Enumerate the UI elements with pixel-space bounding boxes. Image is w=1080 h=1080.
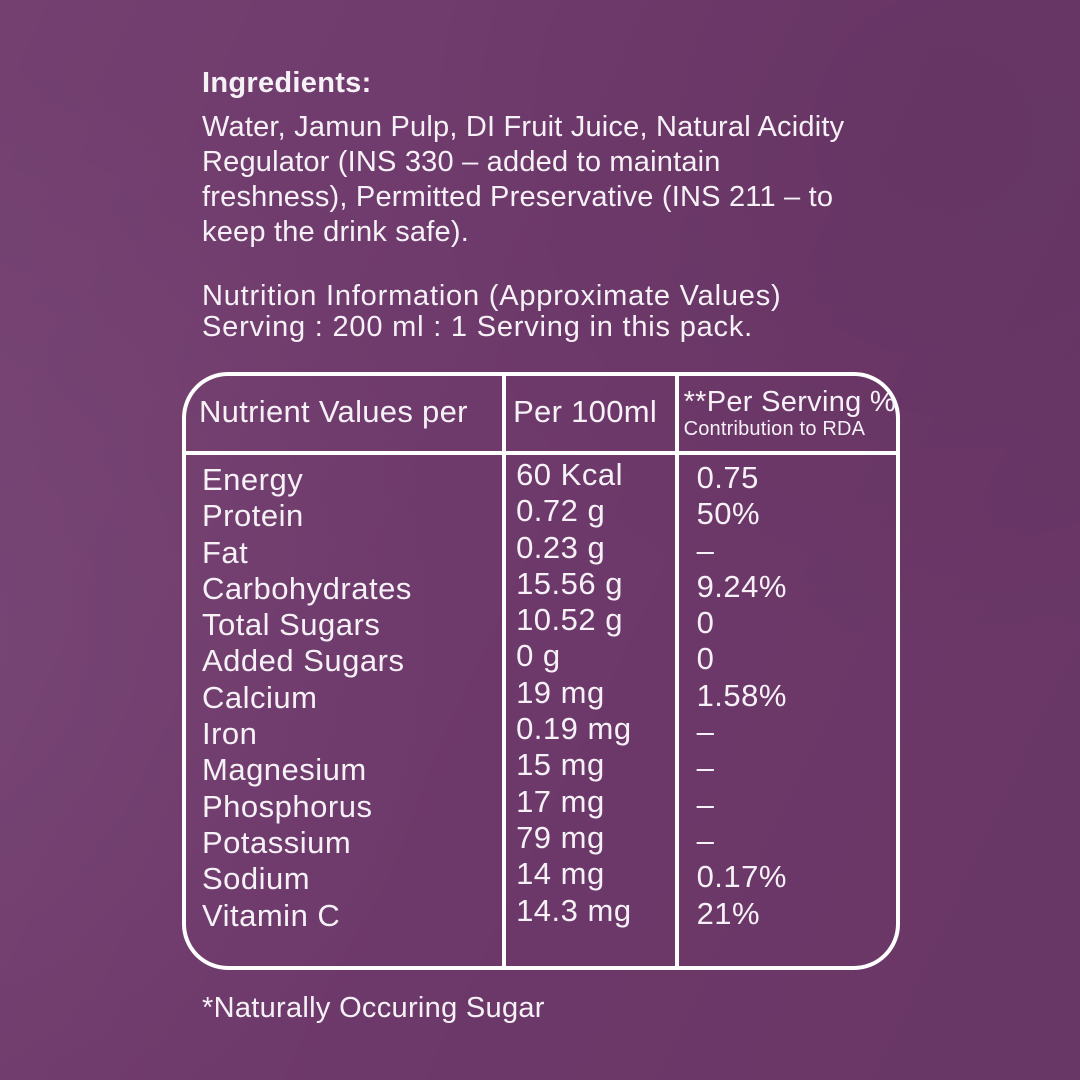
per-100ml-value: 15 mg [516,747,605,783]
ingredients-line: Regulator (INS 330 – added to maintain [202,146,721,178]
per-serving-value: 50% [696,496,761,532]
nutrient-name: Iron [202,716,258,752]
per-100ml-cells: 60 Kcal 0.72 g 0.23 g 15.56 g 10.52 g 0 … [506,455,675,929]
per-serving-value: – [696,822,715,858]
nutrient-name: Total Sugars [202,607,381,643]
per-serving-value: 0 [696,641,715,677]
nutrient-name: Carbohydrates [202,570,412,606]
per-serving-value: – [696,532,715,568]
per-serving-header-line2: Contribution to RDA [683,417,866,440]
per-serving-header-line1: **Per Serving % [683,385,896,418]
per-serving-value: 0.17% [696,859,787,895]
nutrient-name: Energy [202,462,304,497]
per-100ml-value: 0 g [516,638,561,674]
table-header-per-serving: **Per Serving % Contribution to RDA [678,376,896,455]
ingredients-line: freshness), Permitted Preservative (INS … [202,181,834,213]
per-serving-value: 21% [696,895,761,931]
per-serving-value: 9.24% [696,568,787,604]
per-100ml-column: Per 100ml 60 Kcal 0.72 g 0.23 g 15.56 g … [506,376,679,966]
serving-info: Serving : 200 ml : 1 Serving in this pac… [202,310,754,343]
per-serving-value: 1.58% [696,677,787,713]
nutrient-name: Phosphorus [202,788,373,824]
per-100ml-value: 14 mg [516,856,605,892]
per-100ml-value: 0.19 mg [516,711,632,747]
ingredients-line: keep the drink safe). [202,216,469,248]
ingredients-line: Water, Jamun Pulp, DI Fruit Juice, Natur… [202,111,845,143]
per-100ml-value: 10.52 g [516,602,623,638]
per-serving-value: 0 [696,605,715,641]
nutrition-info-title: Nutrition Information (Approximate Value… [202,280,782,312]
nutrient-name: Added Sugars [202,643,405,679]
per-serving-value: – [696,714,715,750]
per-100ml-value: 60 Kcal [516,457,623,492]
ingredients-heading: Ingredients: [202,67,372,99]
nutrient-name: Sodium [202,861,311,897]
per-100ml-value: 79 mg [516,819,605,855]
per-100ml-value: 14.3 mg [516,892,632,928]
table-header-per-100ml: Per 100ml [506,376,675,455]
per-serving-value: – [696,750,715,786]
nutrient-name: Potassium [202,824,352,860]
nutrient-name: Vitamin C [202,897,341,933]
per-serving-value: 0.75 [696,460,759,495]
per-100ml-value: 0.23 g [516,529,606,565]
nutrient-name: Protein [202,498,304,534]
ingredients-text: Water, Jamun Pulp, DI Fruit Juice, Natur… [202,110,844,250]
nutrient-name: Fat [202,534,249,570]
per-serving-column: **Per Serving % Contribution to RDA 0.75… [678,376,896,966]
nutrition-intro: Nutrition Information (Approximate Value… [202,281,781,342]
per-100ml-value: 15.56 g [516,565,623,601]
nutrient-column: Nutrient Values per Energy Protein Fat C… [186,376,507,966]
table-header-nutrient: Nutrient Values per [186,376,503,455]
per-100ml-value: 17 mg [516,783,605,819]
nutrition-table: Nutrient Values per Energy Protein Fat C… [182,372,900,970]
footnote: *Naturally Occuring Sugar [202,992,545,1024]
nutrient-name: Calcium [202,679,318,715]
per-serving-value: – [696,786,715,822]
nutrient-name: Magnesium [202,752,367,788]
per-serving-cells: 0.75 50% – 9.24% 0 0 1.58% – – – – 0.17%… [679,455,896,932]
nutrient-name-cells: Energy Protein Fat Carbohydrates Total S… [186,455,502,934]
per-100ml-value: 0.72 g [516,493,606,529]
per-100ml-value: 19 mg [516,674,605,710]
